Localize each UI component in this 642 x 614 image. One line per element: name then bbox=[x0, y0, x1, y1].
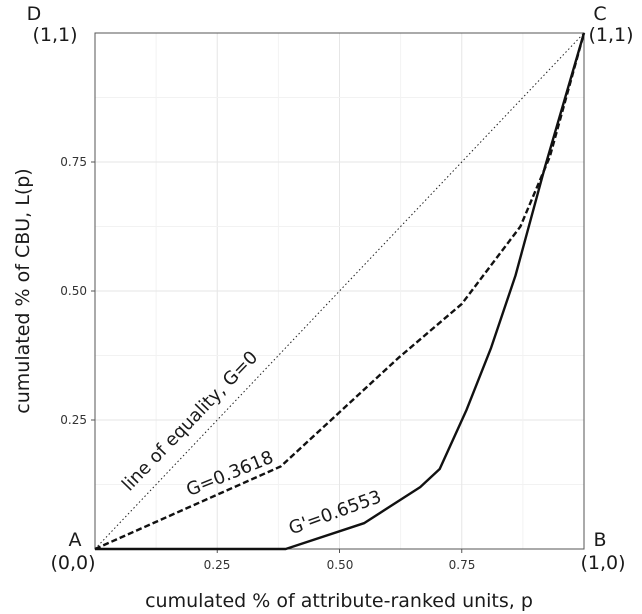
x-tick-label: 0.75 bbox=[449, 558, 476, 572]
solid-lorenz-curve bbox=[95, 32, 586, 551]
y-tick-label: 0.25 bbox=[60, 413, 87, 427]
corner-c-coord: (1,1) bbox=[588, 24, 633, 46]
series-lines bbox=[94, 32, 586, 551]
y-tick-label: 0.50 bbox=[60, 284, 87, 298]
solid-curve-label: G'=0.6553 bbox=[286, 486, 384, 539]
x-tick-label: 0.50 bbox=[327, 558, 354, 572]
corner-b-letter: B bbox=[593, 529, 606, 551]
dashed-lorenz-curve bbox=[94, 32, 586, 551]
x-tick-label: 0.25 bbox=[204, 558, 231, 572]
corner-c-letter: C bbox=[593, 3, 606, 25]
corner-d-letter: D bbox=[27, 3, 42, 25]
corner-a-letter: A bbox=[69, 529, 82, 551]
dotted-lorenz-curve bbox=[94, 32, 585, 550]
corner-b-coord: (1,0) bbox=[580, 552, 625, 574]
y-axis-title: cumulated % of CBU, L(p) bbox=[12, 168, 34, 413]
x-axis-title: cumulated % of attribute-ranked units, p bbox=[145, 590, 533, 612]
grid-lines bbox=[95, 33, 584, 549]
corner-a-coord: (0,0) bbox=[50, 552, 95, 574]
y-tick-label: 0.75 bbox=[60, 155, 87, 169]
corner-d-coord: (1,1) bbox=[32, 24, 77, 46]
